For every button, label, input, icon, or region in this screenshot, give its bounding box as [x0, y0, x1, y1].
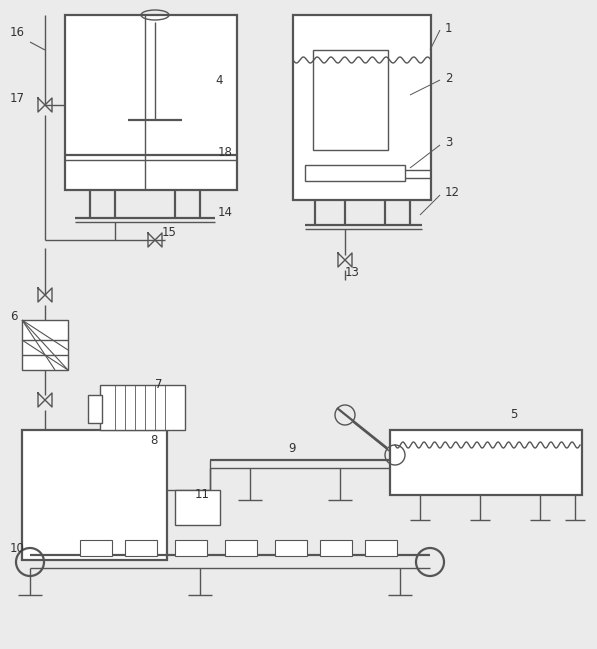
Bar [65, 15, 237, 190]
Text: 13: 13 [345, 265, 360, 278]
Bar [320, 540, 352, 556]
Bar [365, 540, 397, 556]
Text: 5: 5 [510, 408, 518, 421]
Bar [313, 50, 388, 150]
Text: 6: 6 [10, 310, 17, 323]
Text: 14: 14 [218, 206, 233, 219]
Text: 10: 10 [10, 541, 25, 554]
Text: 16: 16 [10, 25, 25, 38]
Text: 3: 3 [445, 136, 453, 149]
Bar [225, 540, 257, 556]
Bar [80, 540, 112, 556]
Text: 11: 11 [195, 489, 210, 502]
Text: 12: 12 [445, 186, 460, 199]
Text: 4: 4 [215, 73, 223, 86]
Text: 17: 17 [10, 92, 25, 104]
Text: 15: 15 [162, 225, 177, 238]
Bar [88, 395, 102, 423]
Text: 9: 9 [288, 441, 296, 454]
Text: 2: 2 [445, 71, 453, 84]
Bar [305, 165, 405, 181]
Bar [293, 15, 431, 200]
Bar [100, 385, 185, 430]
Text: 1: 1 [445, 21, 453, 34]
Bar [275, 540, 307, 556]
Bar [175, 540, 207, 556]
Bar [175, 490, 220, 525]
Bar [390, 430, 582, 495]
Text: 8: 8 [150, 434, 158, 447]
Bar [22, 320, 68, 370]
Text: 7: 7 [155, 378, 162, 391]
Bar [125, 540, 157, 556]
Bar [22, 430, 167, 560]
Text: 18: 18 [218, 145, 233, 158]
